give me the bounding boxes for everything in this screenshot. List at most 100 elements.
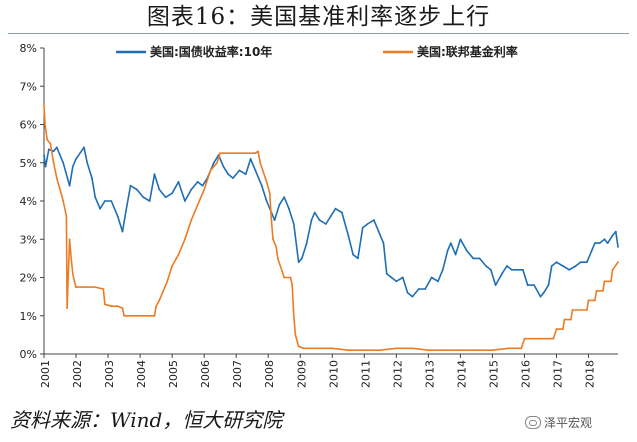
- data-point-s2: [491, 349, 494, 352]
- data-point-s1: [478, 257, 481, 260]
- data-point-s2: [268, 192, 271, 195]
- y-axis-ticks: 0% 1% 2% 3% 4% 5% 6% 7% 8%: [20, 42, 44, 361]
- data-point-s1: [142, 196, 145, 199]
- data-point-s2: [297, 345, 300, 348]
- data-point-s1: [366, 223, 369, 225]
- data-point-s2: [129, 314, 132, 317]
- data-point-s1: [401, 276, 404, 279]
- data-point-s2: [289, 276, 292, 279]
- data-point-s1: [201, 184, 204, 187]
- data-point-s2: [62, 200, 65, 202]
- data-point-s2: [184, 238, 186, 241]
- x-tick-label: 2014: [455, 360, 468, 388]
- data-point-s2: [66, 307, 68, 309]
- data-point-s1: [390, 276, 393, 279]
- data-point-s1: [297, 261, 300, 264]
- data-point-s1: [459, 238, 462, 241]
- data-point-s2: [611, 268, 614, 271]
- data-point-s2: [142, 314, 145, 317]
- data-point-s2: [55, 177, 58, 180]
- data-point-s2: [507, 347, 510, 350]
- data-point-s1: [244, 173, 247, 176]
- data-point-s2: [411, 347, 414, 350]
- data-point-s1: [411, 295, 414, 298]
- legend-label-2: 美国:联邦基金利率: [417, 44, 518, 59]
- x-tick-label: 2001: [39, 360, 52, 388]
- y-tick-label: 6%: [20, 119, 37, 132]
- data-point-s1: [249, 158, 252, 160]
- data-point-s1: [288, 207, 290, 210]
- data-point-s2: [84, 286, 87, 288]
- data-point-s1: [99, 207, 101, 210]
- data-point-s1: [86, 161, 89, 164]
- data-point-s1: [506, 265, 508, 267]
- x-axis-ticks: 2001 2002 2003 2004 2005 2006 2007 2008 2009 2010…: [39, 354, 597, 388]
- data-point-s1: [55, 146, 58, 149]
- data-point-s1: [352, 253, 354, 256]
- data-point-s2: [315, 347, 318, 350]
- data-point-s2: [586, 309, 588, 311]
- data-point-s1: [598, 242, 601, 245]
- x-tick-label: 2017: [552, 360, 565, 388]
- data-point-s2: [222, 152, 225, 155]
- data-point-s1: [184, 200, 186, 202]
- y-tick-label: 3%: [20, 233, 37, 246]
- data-point-s2: [272, 238, 274, 241]
- series-line-2: [43, 105, 619, 352]
- x-tick-label: 2002: [71, 360, 84, 388]
- data-point-s2: [562, 328, 564, 330]
- y-tick-label: 1%: [20, 310, 37, 323]
- data-point-s1: [196, 181, 199, 183]
- data-point-s2: [563, 318, 566, 321]
- data-point-s1: [94, 196, 97, 199]
- source-note: 资料来源：Wind，恒大研究院: [10, 408, 283, 432]
- data-point-s2: [331, 347, 334, 350]
- data-point-s2: [244, 152, 247, 155]
- data-point-s2: [379, 349, 382, 352]
- data-point-s2: [136, 314, 138, 317]
- data-point-s2: [571, 309, 574, 311]
- data-point-s1: [124, 211, 127, 214]
- data-point-s1: [325, 223, 327, 225]
- data-point-s1: [222, 165, 225, 168]
- data-point-s1: [606, 242, 609, 245]
- data-point-s1: [190, 188, 193, 191]
- series-lines: [43, 104, 619, 352]
- x-tick-label: 2008: [263, 360, 276, 388]
- data-point-s2: [68, 238, 71, 241]
- data-point-s2: [395, 347, 398, 350]
- wechat-icon: [525, 416, 541, 429]
- data-point-s1: [301, 257, 303, 260]
- data-point-s2: [52, 161, 55, 164]
- data-point-s2: [523, 337, 526, 340]
- y-tick-label: 4%: [20, 195, 37, 208]
- data-point-s1: [265, 200, 268, 202]
- data-point-s2: [276, 257, 279, 260]
- data-point-s1: [361, 226, 364, 229]
- data-point-s2: [123, 314, 125, 317]
- data-point-s1: [43, 154, 45, 156]
- data-point-s1: [417, 288, 420, 290]
- data-point-s2: [552, 337, 555, 340]
- data-point-s1: [395, 280, 398, 283]
- data-point-s1: [542, 291, 545, 294]
- data-point-s1: [510, 268, 513, 271]
- data-point-s1: [313, 211, 316, 214]
- data-point-s2: [475, 349, 478, 352]
- data-point-s2: [363, 349, 366, 352]
- data-point-s1: [373, 219, 375, 222]
- data-point-s2: [158, 299, 161, 302]
- x-tick-label: 2010: [327, 360, 340, 388]
- y-tick-label: 7%: [20, 80, 37, 93]
- data-point-s1: [116, 215, 119, 218]
- y-tick-label: 2%: [20, 272, 37, 285]
- x-tick-label: 2015: [487, 360, 500, 388]
- data-point-s1: [385, 272, 388, 275]
- data-point-s1: [334, 207, 337, 210]
- data-point-s2: [555, 328, 558, 330]
- data-point-s1: [305, 242, 308, 245]
- data-point-s2: [44, 123, 46, 126]
- data-point-s1: [75, 158, 77, 160]
- watermark: 泽平宏观: [525, 414, 592, 431]
- data-point-s2: [104, 303, 106, 306]
